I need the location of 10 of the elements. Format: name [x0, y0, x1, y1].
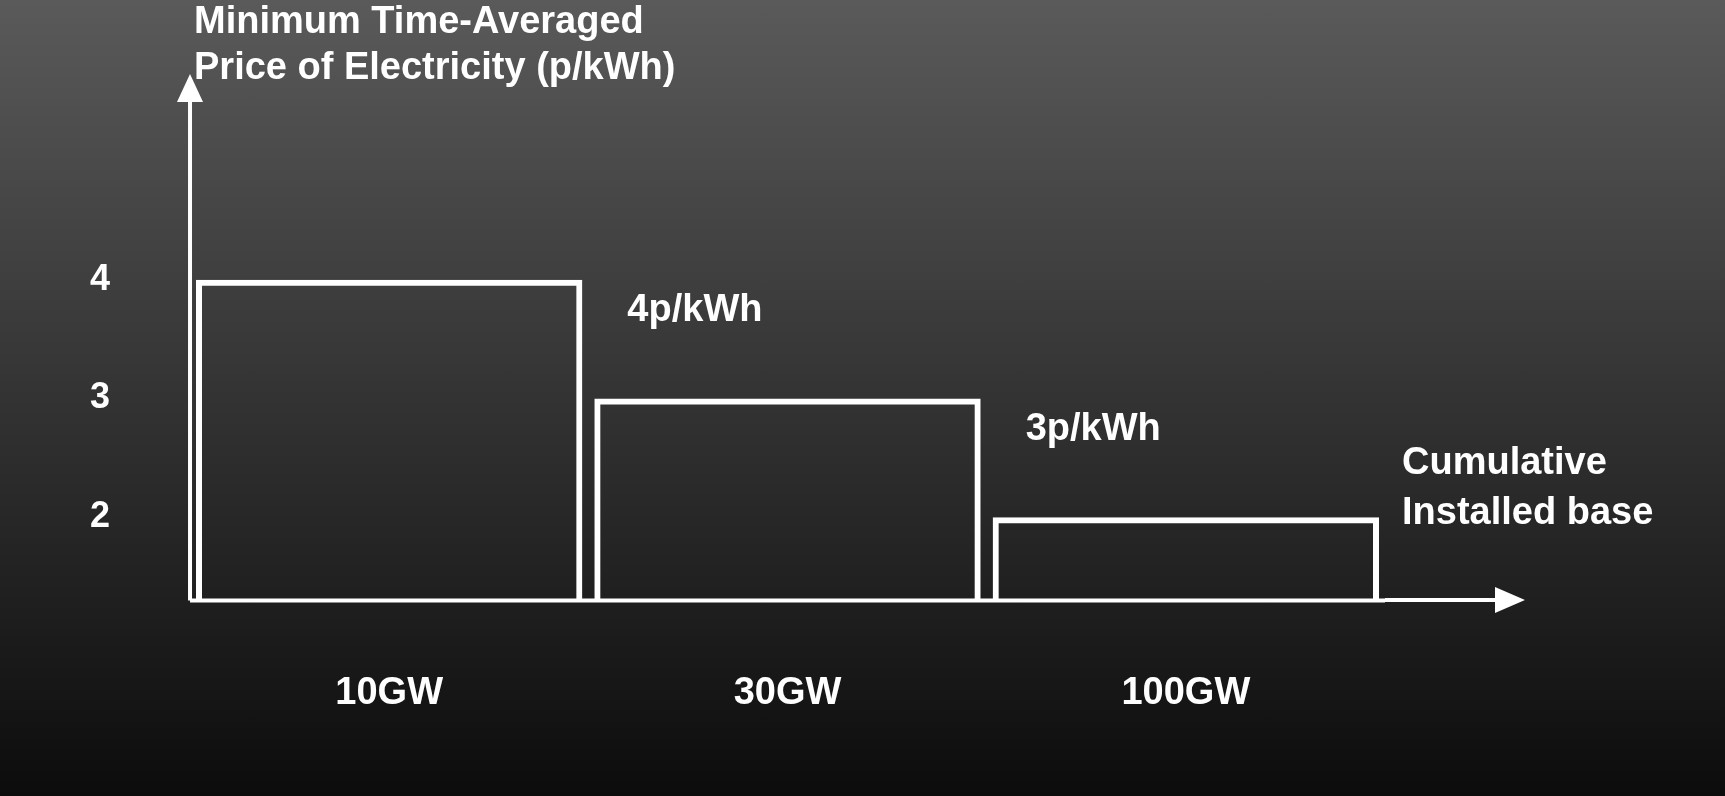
y-tick-label: 4 — [89, 256, 111, 298]
x-tick-label: 10GW — [335, 669, 444, 712]
y-axis-title: Minimum Time-Averaged Price of Electricity (p/kWh) — [194, 0, 676, 88]
y-tick-label: 2 — [89, 494, 111, 536]
x-axis-title: Cumulative Installed base — [1402, 440, 1654, 533]
x-tick-label: 30GW — [733, 669, 842, 712]
annotation: 4p/kWh — [627, 287, 763, 330]
x-tick-label: 100GW — [1121, 669, 1251, 712]
y-tick-label: 3 — [89, 375, 111, 417]
annotation: 3p/kWh — [1025, 405, 1161, 448]
